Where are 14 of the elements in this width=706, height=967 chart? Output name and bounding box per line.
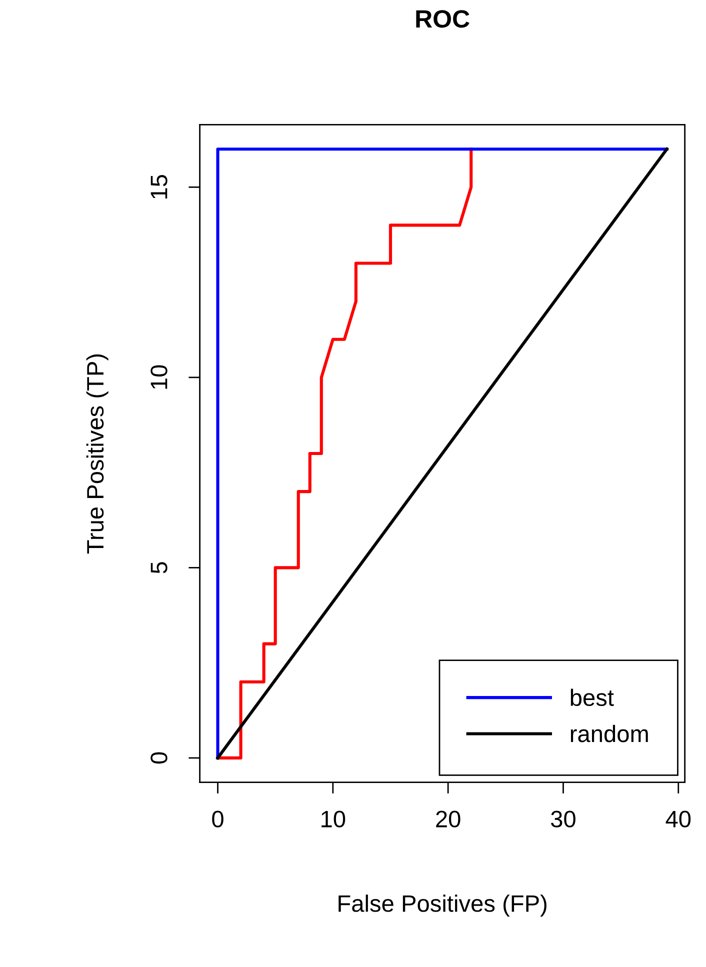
x-axis-title: False Positives (FP) <box>338 894 546 917</box>
x-tick-label: 30 <box>550 810 576 828</box>
legend-label: random <box>570 724 648 742</box>
chart-title: ROC <box>416 10 470 28</box>
x-tick-label: 0 <box>212 810 224 828</box>
x-tick-label: 20 <box>436 810 460 828</box>
x-tick-label: 40 <box>666 810 691 828</box>
y-tick-label: 5 <box>150 562 168 574</box>
y-axis-title: True Positives (TP) <box>86 354 108 554</box>
y-tick-label: 10 <box>150 365 168 389</box>
x-tick-label: 10 <box>322 810 346 828</box>
y-tick-label: 0 <box>150 752 168 764</box>
legend-label: best <box>570 688 614 706</box>
y-tick-label: 15 <box>150 175 168 198</box>
